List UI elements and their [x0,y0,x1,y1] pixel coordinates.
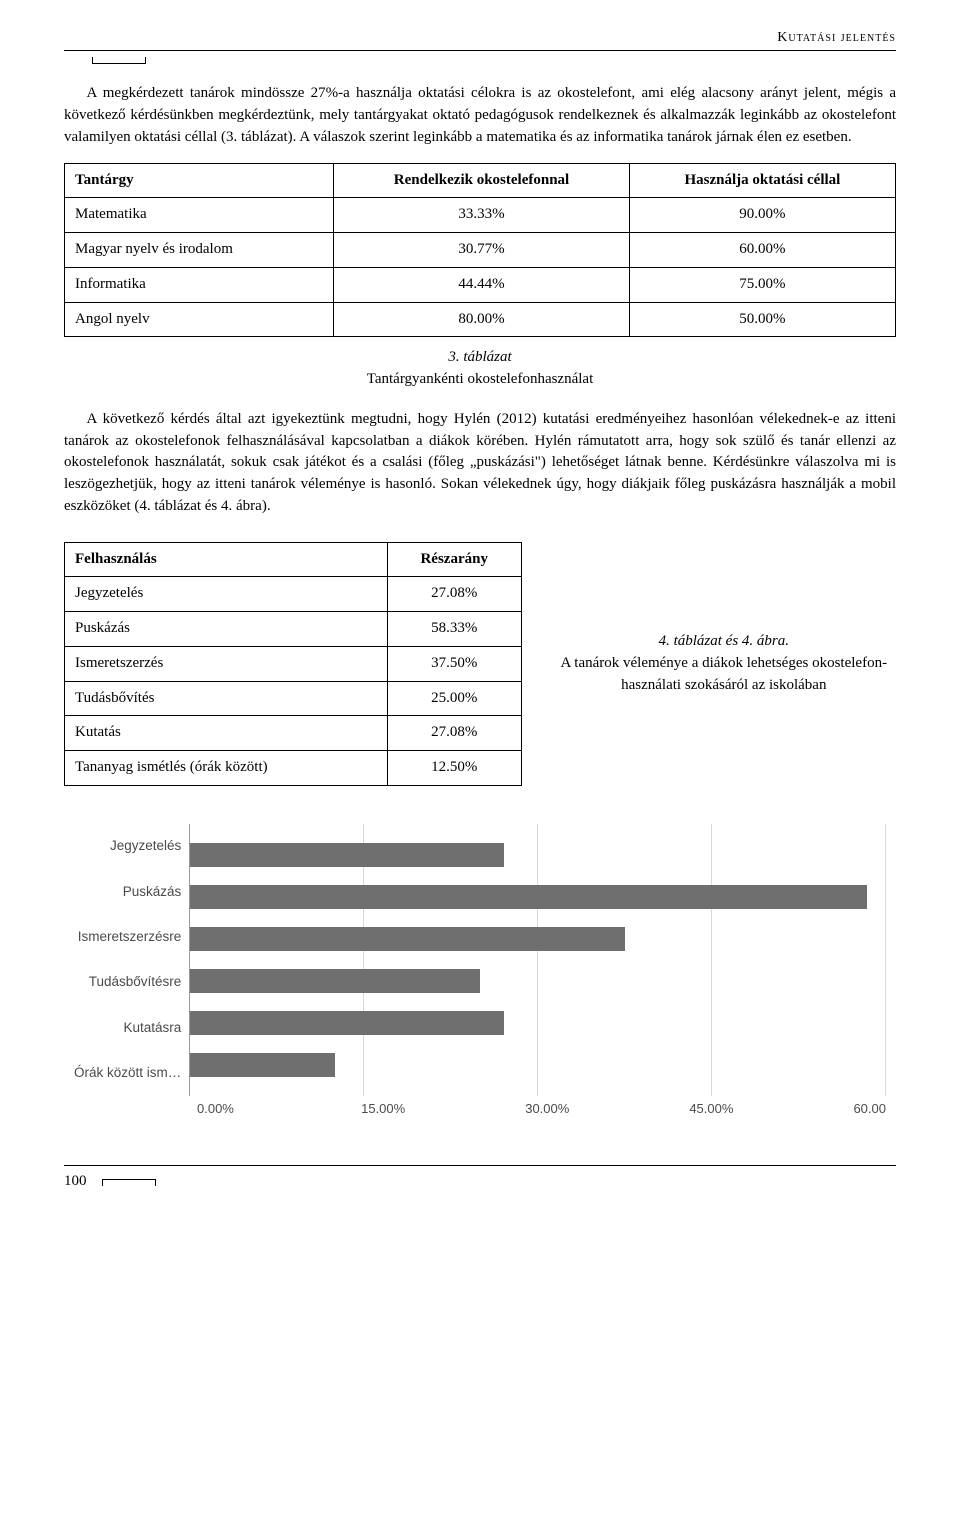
chart-bar [190,1053,335,1077]
header-ornament [64,57,896,65]
chart-category-label: Jegyzetelés [74,825,181,867]
cell: Ismeretszerzés [65,646,388,681]
table-row: Ismeretszerzés37.50% [65,646,522,681]
chart-bar-row [190,1002,886,1044]
cell: 27.08% [387,577,521,612]
chart-bar-row [190,960,886,1002]
table-caption-1: 3. táblázat Tantárgyankénti okostelefonh… [64,347,896,391]
table-row: Magyar nyelv és irodalom 30.77% 60.00% [65,233,896,268]
chart-bars [190,824,886,1096]
chart-category-label: Órák között ism… [74,1052,181,1094]
chart-x-tick: 60.00 [853,1100,886,1119]
cell: 12.50% [387,751,521,786]
cell: Tananyag ismétlés (órák között) [65,751,388,786]
table-row: Tudásbővítés25.00% [65,681,522,716]
chart-category-label: Kutatásra [74,1007,181,1049]
caption-text: A tanárok véleménye a diákok lehetséges … [561,655,888,693]
th: Tantárgy [65,163,334,198]
cell: 58.33% [387,612,521,647]
chart-bar-row [190,834,886,876]
table-row: Kutatás27.08% [65,716,522,751]
table-row: Matematika 33.33% 90.00% [65,198,896,233]
th: Rendelkezik okostelefonnal [334,163,630,198]
cell: Tudásbővítés [65,681,388,716]
chart-category-label: Tudásbővítésre [74,961,181,1003]
th: Használja oktatási céllal [629,163,895,198]
chart-x-tick: 30.00% [525,1100,689,1119]
chart-x-tick: 15.00% [361,1100,525,1119]
bar-chart: JegyzetelésPuskázásIsmeretszerzésreTudás… [64,818,896,1123]
chart-bar [190,1011,504,1035]
caption-num: 3. táblázat [448,349,511,365]
caption-num: 4. táblázat és 4. ábra. [659,633,789,649]
chart-bar [190,969,480,993]
cell: 25.00% [387,681,521,716]
cell: Angol nyelv [65,302,334,337]
cell: Magyar nyelv és irodalom [65,233,334,268]
cell: 90.00% [629,198,895,233]
cell: 44.44% [334,267,630,302]
chart-bar [190,885,866,909]
chart-category-label: Ismeretszerzésre [74,916,181,958]
chart-x-tick: 45.00% [689,1100,853,1119]
cell: Informatika [65,267,334,302]
chart-x-tick: 0.00% [197,1100,361,1119]
chart-bar [190,843,504,867]
cell: 50.00% [629,302,895,337]
chart-category-label: Puskázás [74,871,181,913]
cell: Puskázás [65,612,388,647]
chart-y-labels: JegyzetelésPuskázásIsmeretszerzésreTudás… [74,824,189,1096]
paragraph-1: A megkérdezett tanárok mindössze 27%-a h… [64,83,896,148]
page-number: 100 [64,1171,896,1193]
caption-text: Tantárgyankénti okostelefonhasználat [367,371,594,387]
cell: 80.00% [334,302,630,337]
cell: 27.08% [387,716,521,751]
table-subjects: Tantárgy Rendelkezik okostelefonnal Hasz… [64,163,896,338]
cell: 33.33% [334,198,630,233]
cell: Matematika [65,198,334,233]
table-usage: Felhasználás Részarány Jegyzetelés27.08%… [64,542,522,786]
cell: 30.77% [334,233,630,268]
table-caption-2: 4. táblázat és 4. ábra. A tanárok vélemé… [552,631,896,696]
cell: Jegyzetelés [65,577,388,612]
chart-bar [190,927,625,951]
cell: 60.00% [629,233,895,268]
cell: 75.00% [629,267,895,302]
chart-bar-row [190,876,886,918]
table-row: Tananyag ismétlés (órák között)12.50% [65,751,522,786]
running-head: Kutatási jelentés [64,28,896,51]
chart-x-axis: 0.00%15.00%30.00%45.00%60.00 [215,1100,886,1119]
chart-bar-row [190,1044,886,1086]
cell: Kutatás [65,716,388,751]
cell: 37.50% [387,646,521,681]
paragraph-2: A következő kérdés által azt igyekeztünk… [64,409,896,518]
table-row: Jegyzetelés27.08% [65,577,522,612]
chart-bar-row [190,918,886,960]
table-row: Informatika 44.44% 75.00% [65,267,896,302]
table-row: Angol nyelv 80.00% 50.00% [65,302,896,337]
th: Felhasználás [65,542,388,577]
table-row: Puskázás58.33% [65,612,522,647]
th: Részarány [387,542,521,577]
